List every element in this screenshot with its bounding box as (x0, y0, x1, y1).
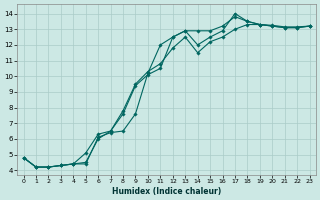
X-axis label: Humidex (Indice chaleur): Humidex (Indice chaleur) (112, 187, 221, 196)
